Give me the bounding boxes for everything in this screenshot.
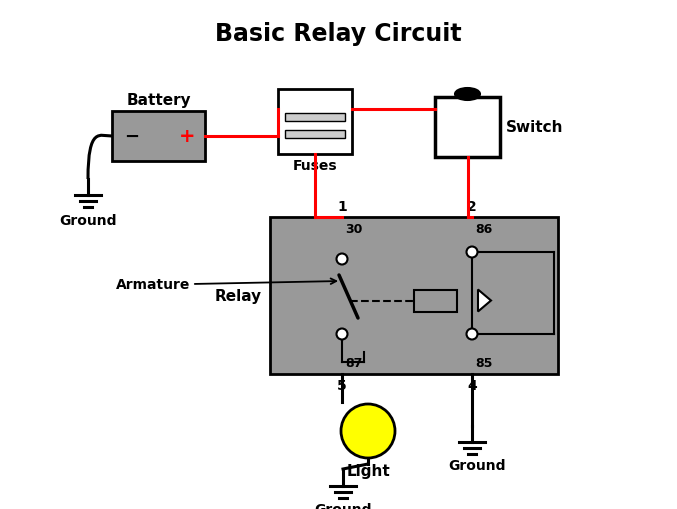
Text: −: − <box>125 128 139 146</box>
Text: Fuses: Fuses <box>292 159 337 173</box>
Text: Battery: Battery <box>126 93 191 108</box>
Text: Ground: Ground <box>60 214 116 228</box>
Circle shape <box>466 247 477 258</box>
Bar <box>414 290 457 312</box>
Text: 85: 85 <box>475 356 492 369</box>
Circle shape <box>336 254 347 265</box>
Text: 87: 87 <box>345 356 362 369</box>
Text: Switch: Switch <box>506 120 563 135</box>
Text: Basic Relay Circuit: Basic Relay Circuit <box>215 22 462 46</box>
Circle shape <box>336 329 347 340</box>
Text: Ground: Ground <box>314 502 372 509</box>
Bar <box>285 114 345 122</box>
Circle shape <box>341 404 395 458</box>
Text: +: + <box>179 127 195 146</box>
Text: 2: 2 <box>467 200 477 214</box>
Polygon shape <box>478 290 491 312</box>
Bar <box>278 90 352 155</box>
Text: 4: 4 <box>467 378 477 392</box>
Ellipse shape <box>455 89 480 101</box>
Circle shape <box>466 329 477 340</box>
Text: Ground: Ground <box>448 458 506 472</box>
Text: Relay: Relay <box>215 289 262 303</box>
Text: Light: Light <box>346 463 390 478</box>
Text: 1: 1 <box>337 200 347 214</box>
Bar <box>435 98 500 158</box>
Text: Armature: Armature <box>116 277 190 292</box>
Text: 30: 30 <box>345 222 362 236</box>
Bar <box>270 217 558 374</box>
Bar <box>285 131 345 139</box>
Text: 5: 5 <box>337 378 347 392</box>
Bar <box>112 112 205 162</box>
Text: 86: 86 <box>475 222 492 236</box>
